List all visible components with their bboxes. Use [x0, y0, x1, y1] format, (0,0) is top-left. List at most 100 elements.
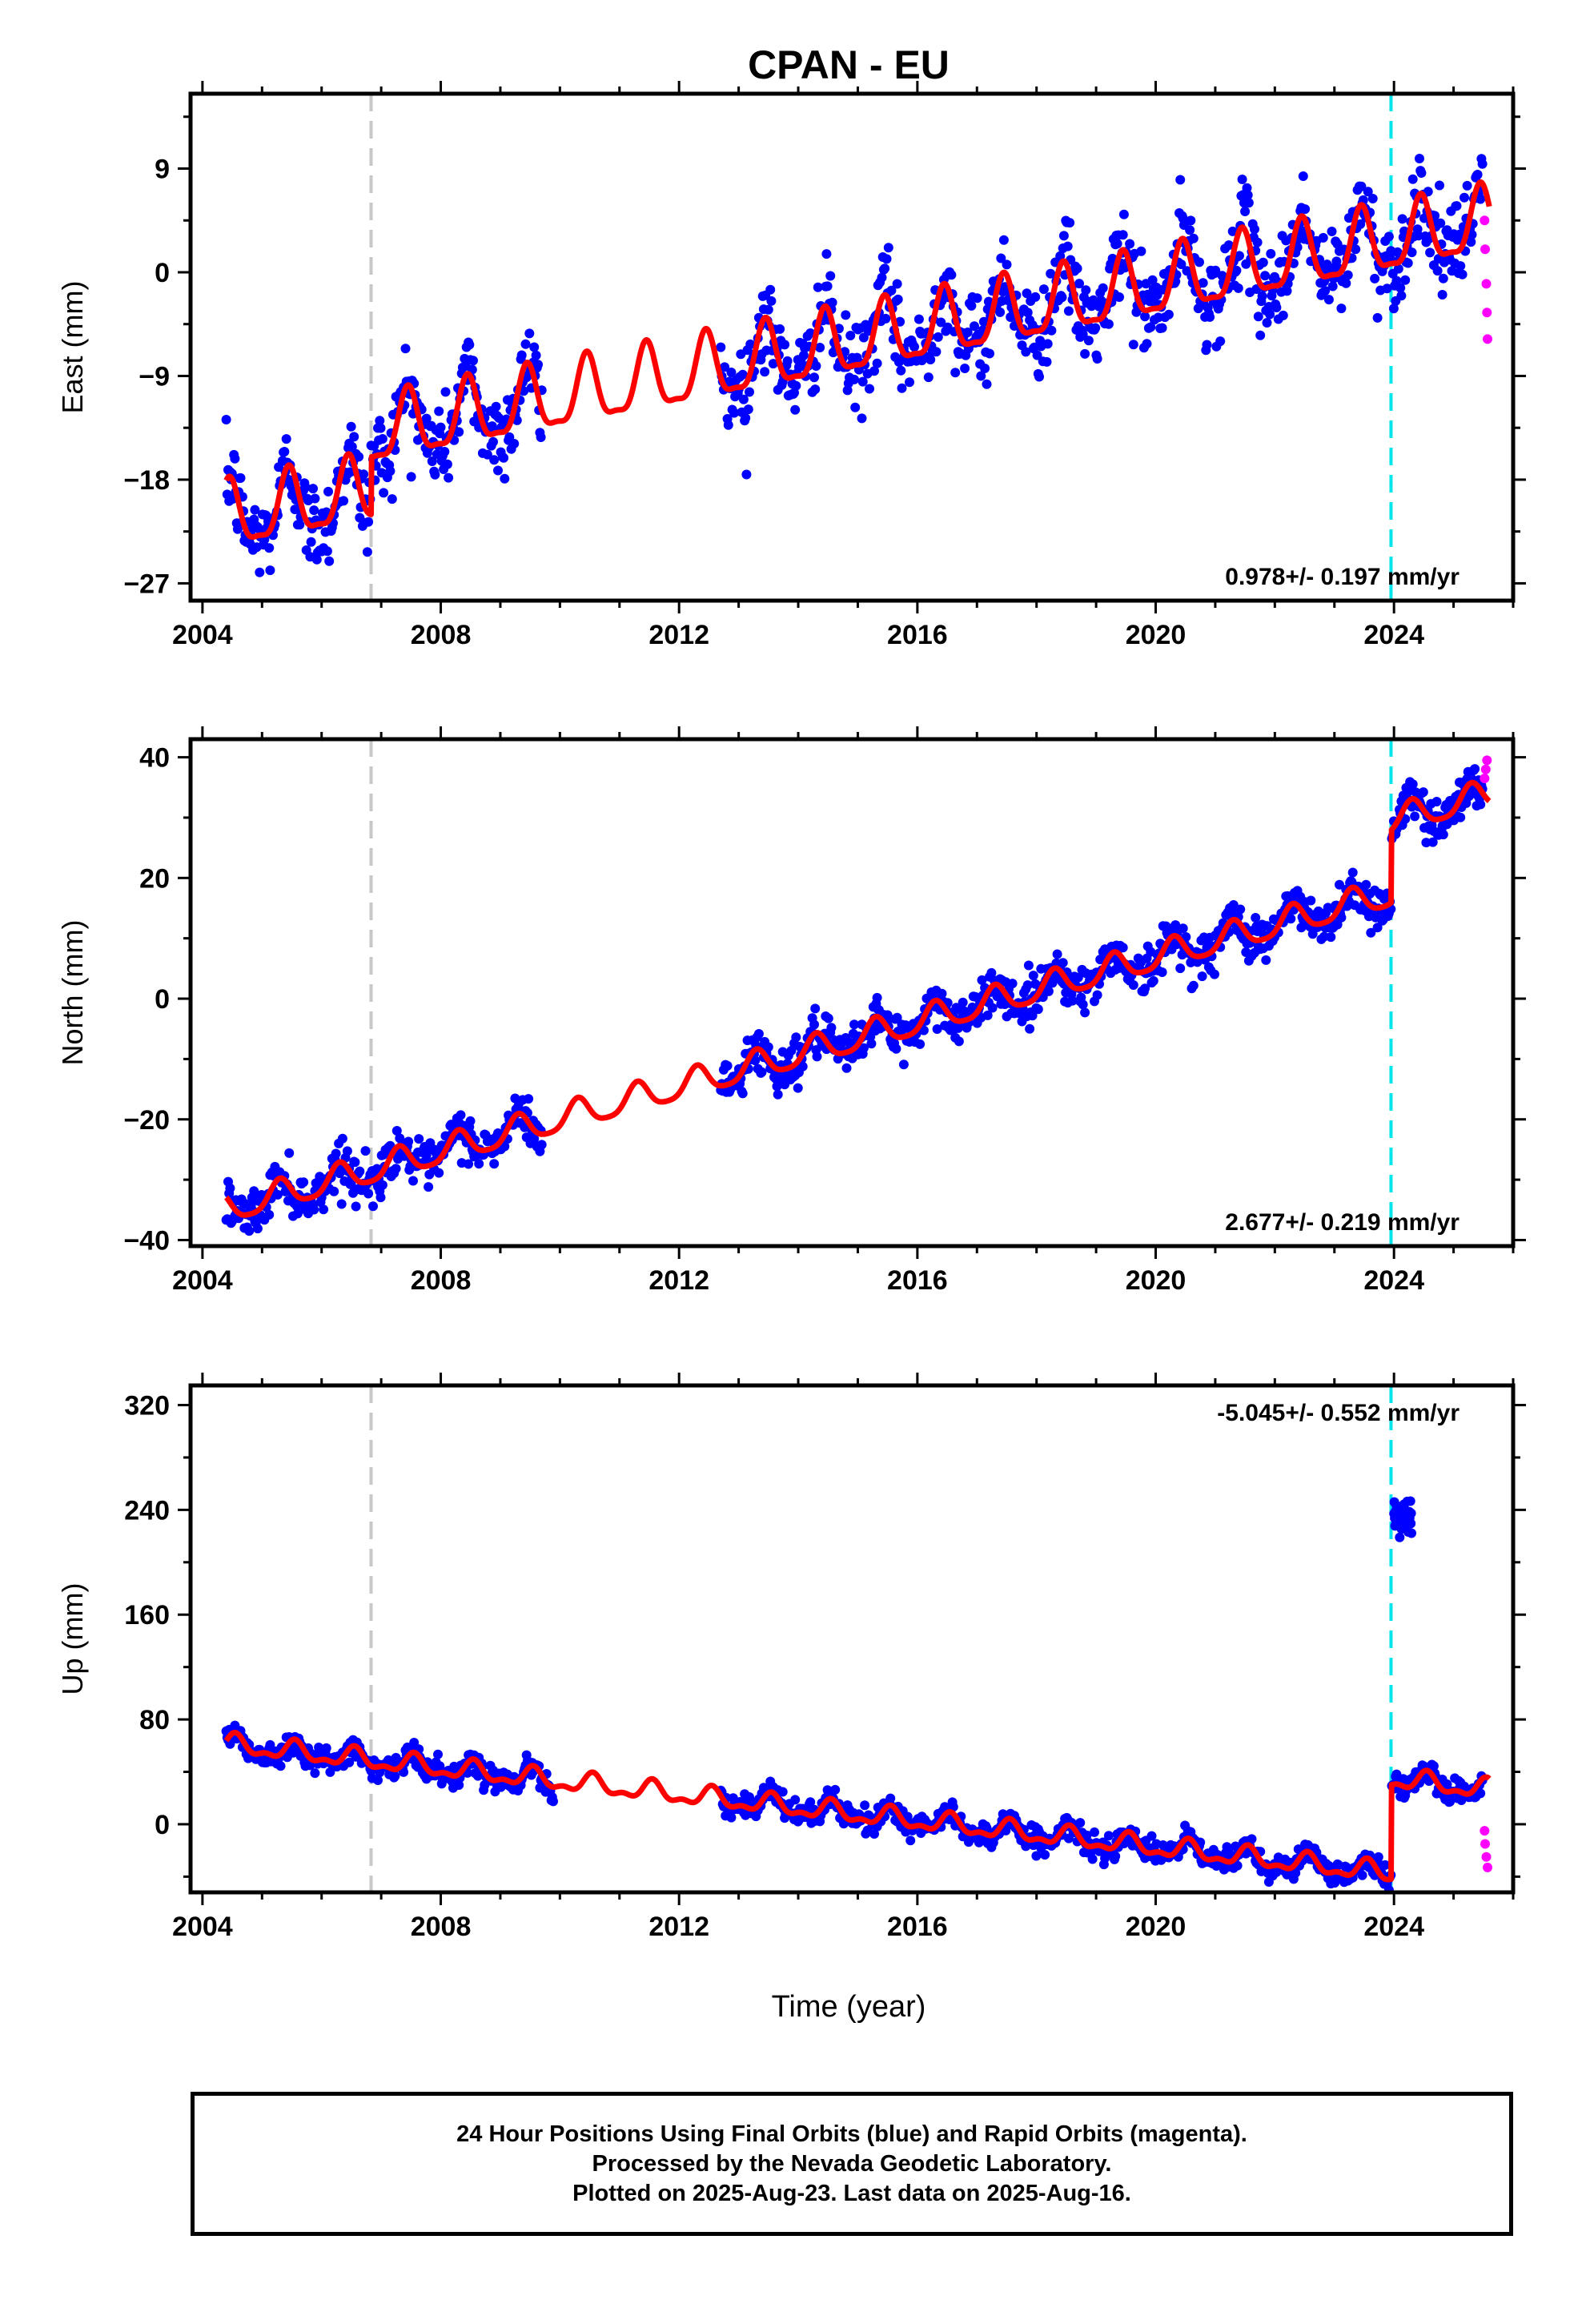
data-point	[978, 316, 989, 327]
y-tick-label: 0	[155, 984, 170, 1015]
data-point	[1320, 286, 1331, 296]
rapid-orbit-points	[1480, 755, 1492, 783]
data-point	[1372, 312, 1383, 323]
caption-line-1: 24 Hour Positions Using Final Orbits (bl…	[456, 2121, 1247, 2147]
data-point	[1456, 261, 1466, 271]
data-point	[252, 1224, 263, 1234]
data-point	[489, 1159, 500, 1169]
data-point	[1110, 1851, 1121, 1861]
data-point	[225, 1183, 235, 1193]
y-axis-label: Up (mm)	[56, 1583, 89, 1695]
data-point	[1040, 1850, 1050, 1860]
data-point	[375, 1192, 386, 1203]
x-tick-label: 2012	[648, 1912, 709, 1942]
data-point	[827, 297, 837, 308]
data-point	[385, 466, 396, 476]
data-point	[946, 270, 957, 280]
data-point	[812, 1051, 822, 1062]
data-point	[424, 1182, 434, 1192]
data-point	[809, 1019, 819, 1030]
data-point	[406, 472, 416, 482]
rate-annotation: -5.045+/- 0.552 mm/yr	[1217, 1400, 1460, 1426]
data-point	[375, 416, 385, 426]
data-point	[745, 387, 754, 397]
rapid-point	[1480, 774, 1490, 783]
data-point	[1023, 960, 1034, 971]
data-point	[782, 356, 793, 366]
data-point	[1406, 1518, 1416, 1529]
data-point	[775, 324, 785, 334]
data-point	[409, 1738, 420, 1747]
data-point	[1235, 904, 1246, 915]
data-point	[777, 1787, 788, 1797]
data-point	[763, 1042, 773, 1052]
data-point	[491, 401, 501, 412]
data-point	[765, 284, 776, 295]
data-point	[897, 383, 907, 393]
axis-ticks	[178, 726, 1526, 1259]
data-point	[468, 356, 478, 366]
data-point	[983, 296, 994, 307]
data-point	[980, 364, 990, 373]
data-point	[821, 249, 832, 259]
data-point	[1341, 278, 1351, 288]
data-point	[408, 1176, 418, 1186]
data-point	[1438, 830, 1448, 840]
data-point	[1157, 323, 1167, 333]
data-point	[797, 1061, 808, 1072]
data-point	[757, 1067, 767, 1077]
data-point	[454, 427, 464, 437]
data-point	[798, 350, 809, 360]
data-point	[1470, 764, 1480, 774]
data-point	[349, 432, 359, 442]
rapid-point	[1482, 308, 1492, 318]
data-point	[464, 1159, 474, 1169]
data-point	[1435, 180, 1444, 191]
data-point	[905, 1835, 916, 1846]
data-point	[487, 421, 497, 432]
data-point	[1188, 233, 1199, 243]
data-point	[1118, 943, 1128, 953]
data-point	[877, 272, 887, 283]
data-point	[893, 294, 903, 304]
data-point	[436, 422, 446, 432]
data-point	[822, 281, 833, 292]
data-point	[966, 300, 977, 311]
data-point	[857, 376, 868, 387]
data-point	[1403, 258, 1413, 268]
model-fit-line	[223, 779, 1492, 1218]
data-point	[1327, 281, 1338, 292]
data-point	[371, 1164, 382, 1174]
data-point	[850, 402, 861, 412]
rapid-point	[1483, 1862, 1492, 1872]
data-point	[399, 1767, 409, 1777]
data-point	[905, 377, 914, 388]
data-point	[1427, 837, 1438, 847]
x-tick-label: 2016	[887, 1912, 948, 1942]
data-point	[1343, 270, 1353, 280]
data-point	[524, 328, 535, 339]
data-point	[1058, 958, 1068, 968]
data-point	[982, 1010, 993, 1020]
data-point	[359, 469, 369, 480]
data-point	[722, 1060, 733, 1071]
data-point	[1163, 309, 1174, 320]
y-tick-label: 0	[155, 258, 170, 288]
rate-annotation: 2.677+/- 0.219 mm/yr	[1225, 1209, 1460, 1236]
data-point	[329, 1186, 339, 1196]
data-point	[244, 1226, 255, 1236]
data-point	[823, 1013, 833, 1023]
data-point	[915, 1039, 926, 1049]
data-point	[1323, 295, 1334, 305]
rate-annotation: 0.978+/- 0.197 mm/yr	[1225, 564, 1460, 590]
data-point	[726, 368, 737, 377]
data-point	[1087, 1854, 1098, 1864]
data-point	[362, 547, 372, 557]
data-point	[1021, 347, 1031, 357]
data-point	[865, 384, 874, 394]
data-point	[1355, 219, 1366, 229]
data-point	[375, 423, 386, 433]
data-point	[1361, 879, 1371, 890]
data-point	[1073, 972, 1083, 983]
data-point	[291, 1201, 302, 1212]
